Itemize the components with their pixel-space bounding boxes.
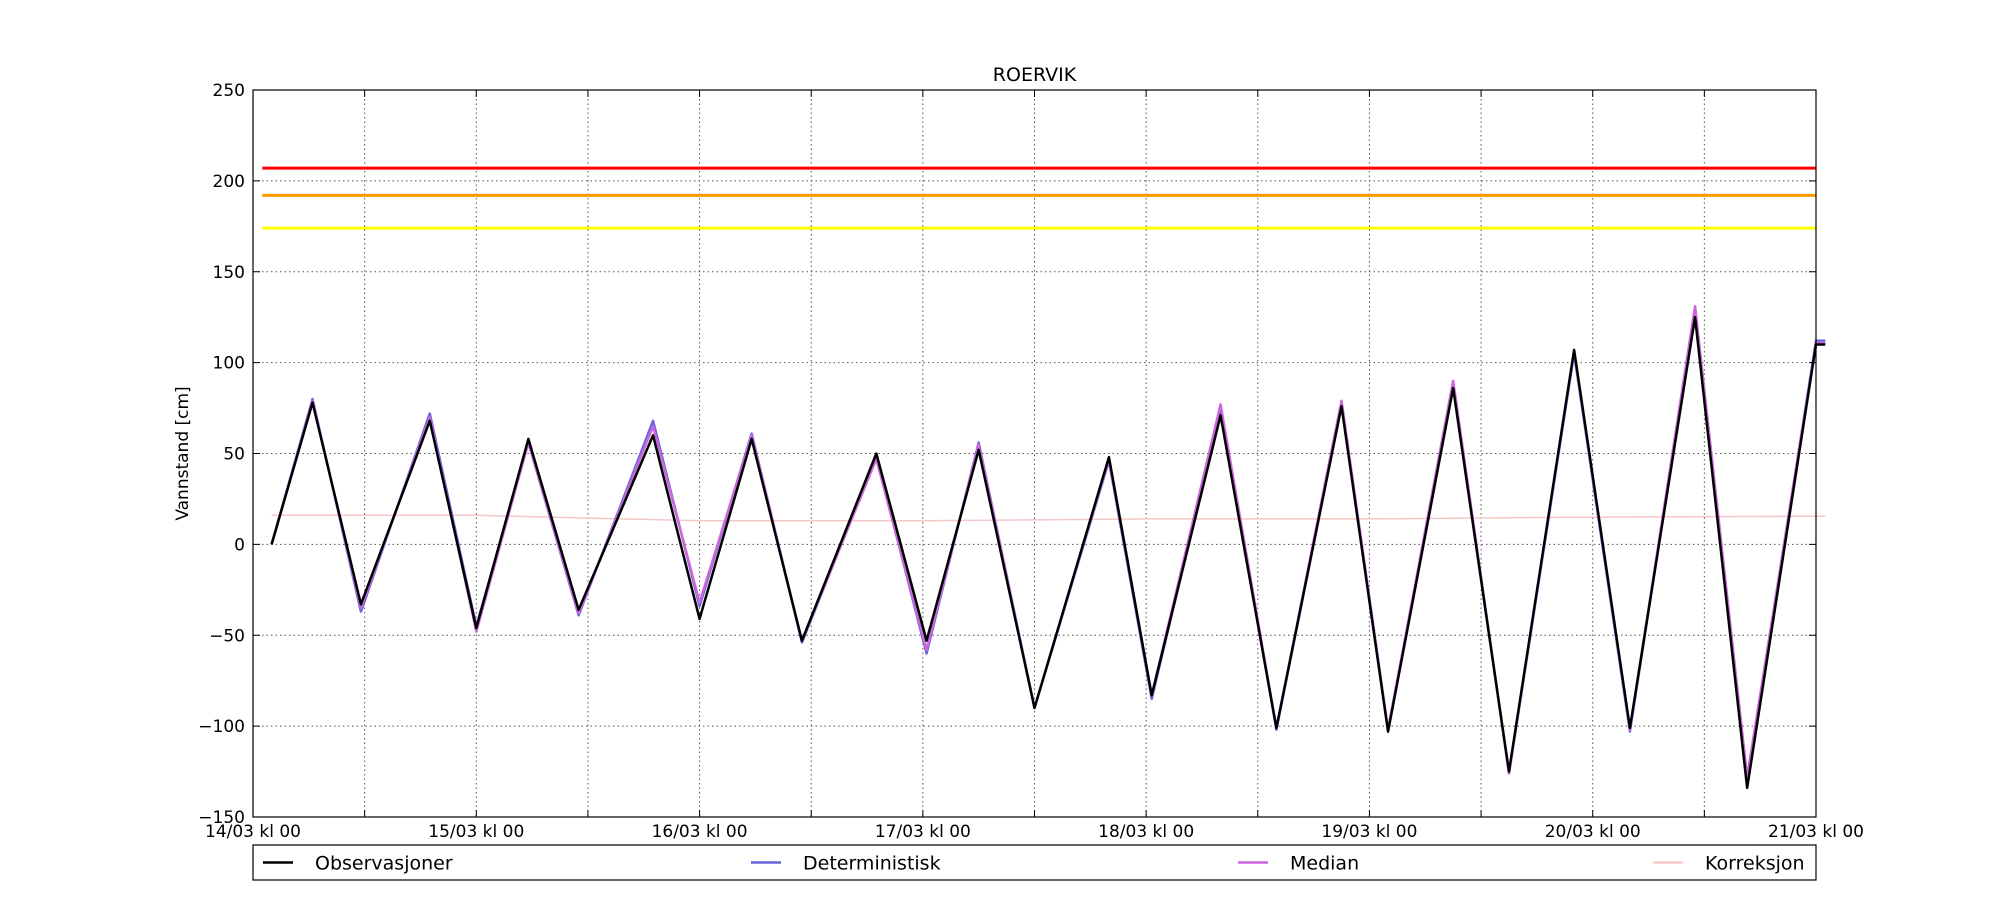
x-tick-label: 21/03 kl 00 xyxy=(1768,822,1864,842)
y-tick-label: −100 xyxy=(198,717,245,737)
x-tick-label: 20/03 kl 00 xyxy=(1545,822,1641,842)
legend-frame xyxy=(252,844,1817,881)
series-line-median xyxy=(270,305,1826,779)
series-line-observasjoner xyxy=(270,315,1826,790)
x-tick-label: 15/03 kl 00 xyxy=(428,822,524,842)
y-tick-label: −150 xyxy=(198,808,245,828)
y-tick-label: 0 xyxy=(234,535,245,555)
legend: Observasjoner Deterministisk Median Korreks… xyxy=(252,844,1817,881)
legend-label-observasjoner: Observasjoner xyxy=(315,853,453,875)
x-tick-label: 16/03 kl 00 xyxy=(652,822,748,842)
legend-label-korreksjon: Korreksjon xyxy=(1705,853,1805,875)
y-tick-label: 200 xyxy=(213,172,245,192)
threshold-layer xyxy=(262,166,1816,230)
y-tick-label: −50 xyxy=(209,626,245,646)
y-tick-label: 50 xyxy=(223,445,245,465)
x-tick-label: 14/03 kl 00 xyxy=(205,822,301,842)
legend-label-median: Median xyxy=(1290,853,1359,875)
y-tick-label: 150 xyxy=(213,263,245,283)
y-tick-label: 250 xyxy=(213,81,245,101)
y-axis-label: Vannstand [cm] xyxy=(173,386,193,520)
series-layer xyxy=(270,305,1826,790)
y-tick-label: 100 xyxy=(213,354,245,374)
x-tick-label: 17/03 kl 00 xyxy=(875,822,971,842)
legend-label-deterministisk: Deterministisk xyxy=(803,853,941,875)
x-tick-label: 19/03 kl 00 xyxy=(1321,822,1417,842)
chart-title: ROERVIK xyxy=(993,64,1077,86)
x-tick-label: 18/03 kl 00 xyxy=(1098,822,1194,842)
